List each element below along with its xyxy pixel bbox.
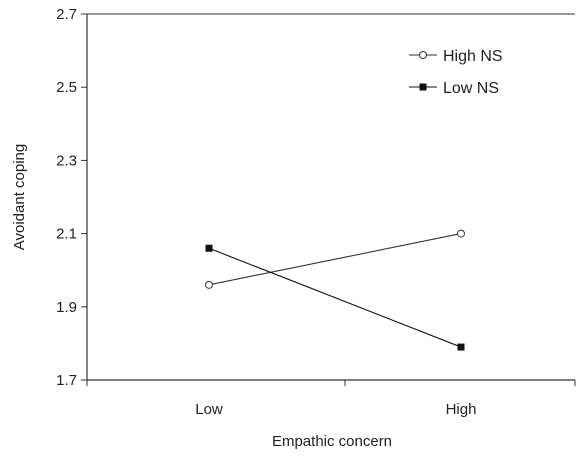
legend-item: High NS (409, 48, 503, 65)
series-line (208, 247, 462, 348)
legend-marker (419, 51, 427, 59)
legend-item: Low NS (409, 80, 499, 97)
legend-marker (419, 83, 427, 91)
data-point (457, 343, 465, 351)
data-point (205, 280, 213, 289)
series-line (208, 233, 462, 286)
y-tick-label: 2.1 (56, 226, 77, 243)
series-layer (205, 229, 465, 351)
y-tick-label: 2.3 (56, 152, 77, 169)
y-tick-label: 1.9 (56, 299, 77, 316)
legend-label: Low NS (443, 80, 499, 97)
series-low-ns (205, 244, 465, 351)
series-high-ns (205, 229, 465, 289)
y-tick-label: 1.7 (56, 372, 77, 389)
y-axis-title: Avoidant coping (11, 144, 28, 250)
data-point (457, 229, 465, 238)
x-axis-title: Empathic concern (272, 433, 392, 450)
y-axis-ticks: 2.7 2.5 2.3 2.1 1.9 1.7 (56, 6, 87, 389)
x-axis-ticks: Low High (86, 380, 576, 418)
legend: High NS Low NS (409, 48, 503, 97)
x-tick-label: High (446, 401, 477, 418)
plot-frame (86, 13, 575, 381)
data-point (205, 244, 213, 252)
y-tick-label: 2.7 (56, 6, 77, 23)
y-tick-label: 2.5 (56, 79, 77, 96)
x-tick-label: Low (195, 401, 223, 418)
legend-label: High NS (443, 48, 503, 65)
